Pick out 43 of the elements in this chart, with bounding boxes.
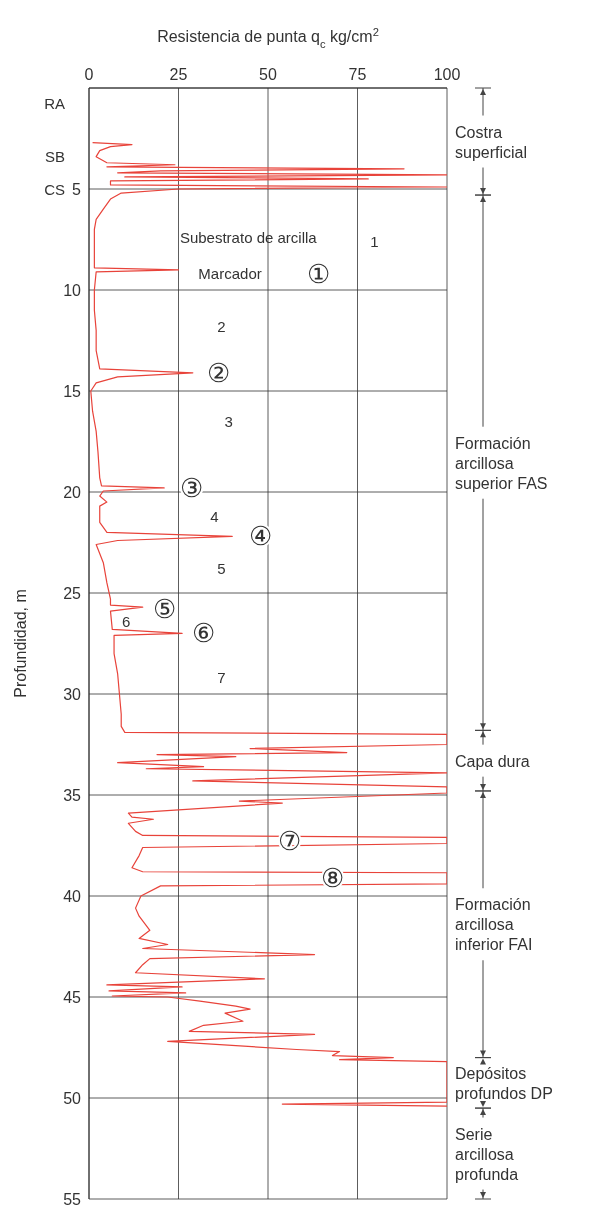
annotation: ④ (249, 521, 273, 552)
y-tick-label: 15 (63, 382, 82, 400)
annotation: ③ (179, 472, 203, 503)
x-tick-label: 50 (259, 66, 277, 83)
text: Formación arcillosa inferior FAI (455, 895, 533, 953)
annotation: 1 (370, 233, 379, 251)
text: Capa dura (455, 752, 530, 770)
annotation: 5 (217, 560, 226, 578)
y-tick-label: 35 (63, 786, 82, 804)
y-tick-label: 25 (63, 584, 82, 602)
annotation: Marcador (198, 265, 262, 283)
annotation: 3 (224, 412, 233, 430)
y-tick-label: 40 (63, 887, 82, 905)
text: CS (44, 180, 65, 198)
annotation: ⑤ (152, 594, 176, 625)
text: Formación arcillosa superior FAS (455, 434, 548, 492)
annotation: ① (306, 258, 330, 289)
text: SB (44, 148, 65, 166)
annotation: 6 (122, 612, 131, 630)
x-tick-label: 75 (348, 66, 367, 83)
annotation: ② (207, 357, 231, 388)
text: Serie arcillosa profunda (455, 1125, 519, 1183)
text: Costra superficial (455, 123, 528, 161)
annotation: 4 (210, 507, 219, 525)
y-tick-label: 5 (72, 180, 82, 198)
x-tick-label: 25 (169, 66, 188, 83)
text: Depósitos profundos DP (455, 1064, 553, 1102)
y-tick-label: 55 (63, 1190, 82, 1208)
y-tick-label: 10 (63, 281, 82, 299)
annotation: 7 (217, 669, 226, 687)
y-tick-label: 50 (63, 1089, 82, 1107)
x-tick-label: 0 (84, 66, 94, 83)
line-series (90, 141, 447, 1107)
y-axis-title: Profundidad, m (11, 589, 29, 698)
annotation: Subestrato de arcilla (179, 228, 318, 246)
y-tick-label: 20 (63, 483, 82, 501)
y-tick-label: 45 (63, 988, 82, 1006)
x-axis-title: Resistencia de punta q$_{c}$ kg/cm$^{2}$ (157, 26, 379, 50)
annotation: ⑥ (192, 618, 216, 649)
annotation: 2 (217, 317, 226, 335)
y-tick-label: 30 (63, 685, 82, 703)
text: RA (44, 94, 65, 112)
x-tick-label: 100 (433, 66, 461, 83)
